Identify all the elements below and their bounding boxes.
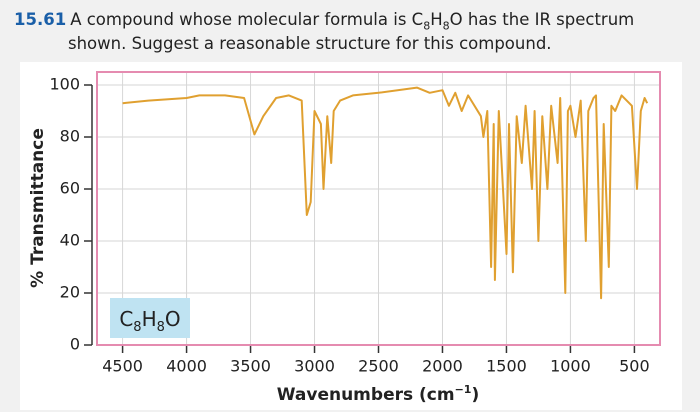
x-tick-label: 4500 bbox=[102, 357, 143, 376]
annotation-box bbox=[110, 298, 190, 338]
text: ) bbox=[471, 385, 479, 405]
text: H bbox=[430, 10, 443, 29]
y-tick-label: 80 bbox=[60, 127, 80, 146]
annotation: C8H8O bbox=[119, 307, 180, 335]
question-number: 15.61 bbox=[14, 10, 67, 29]
x-tick-label: 1000 bbox=[550, 357, 591, 376]
y-axis-label: % Transmittance bbox=[28, 128, 48, 288]
text: C bbox=[119, 307, 133, 331]
superscript: −1 bbox=[455, 383, 472, 396]
x-tick-label: 3500 bbox=[230, 357, 271, 376]
question: 15.61 A compound whose molecular formula … bbox=[14, 8, 654, 56]
y-tick-label: 0 bbox=[70, 335, 80, 354]
chart-background bbox=[20, 62, 682, 410]
text: O has the IR spectrum bbox=[449, 10, 635, 29]
subscript: 8 bbox=[133, 320, 141, 335]
y-tick-label: 20 bbox=[60, 283, 80, 302]
subscript: 8 bbox=[423, 19, 431, 33]
plot-frame bbox=[96, 71, 661, 346]
spectrum-line bbox=[122, 86, 649, 300]
x-tick-label: 500 bbox=[619, 357, 650, 376]
x-axis-label: Wavenumbers (cm−1) bbox=[277, 383, 479, 405]
subscript: 8 bbox=[442, 19, 450, 33]
text: Wavenumbers (cm bbox=[277, 385, 455, 405]
text: A compound whose molecular formula is C bbox=[70, 10, 424, 29]
y-tick-label: 100 bbox=[49, 75, 80, 94]
x-tick-label: 2500 bbox=[358, 357, 399, 376]
x-tick-label: 3000 bbox=[294, 357, 335, 376]
text: O bbox=[165, 307, 181, 331]
x-tick-label: 4000 bbox=[166, 357, 207, 376]
x-tick-label: 2000 bbox=[422, 357, 463, 376]
text: shown. Suggest a reasonable structure fo… bbox=[68, 34, 552, 53]
y-tick-label: 40 bbox=[60, 231, 80, 250]
y-tick-label: 60 bbox=[60, 179, 80, 198]
subscript: 8 bbox=[157, 320, 165, 335]
text: H bbox=[142, 307, 157, 331]
question-text: A compound whose molecular formula is C8… bbox=[14, 10, 654, 56]
x-tick-label: 1500 bbox=[486, 357, 527, 376]
